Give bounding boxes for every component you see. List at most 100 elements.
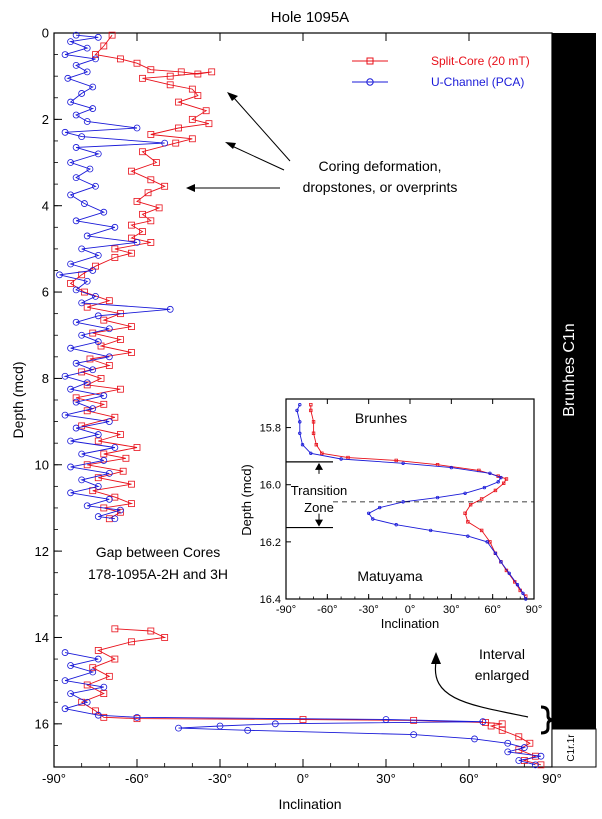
main-y-tick-label: 6 (42, 285, 49, 300)
main-point-split-core (128, 323, 135, 331)
main-point-u-channel (94, 150, 102, 158)
main-series-line-u-channel (59, 34, 541, 766)
inset-x-tick-label: 60° (484, 604, 501, 616)
inset-point-u-channel (521, 591, 525, 595)
main-point-split-core (175, 124, 182, 132)
main-point-u-channel (520, 744, 528, 751)
main-point-split-core (188, 115, 196, 123)
main-point-split-core (482, 719, 490, 726)
inset-plot-frame (285, 398, 535, 600)
chron-bar-c1r (551, 728, 597, 768)
main-point-u-channel (504, 748, 512, 756)
main-point-u-channel (61, 705, 69, 713)
inset-x-tick-label: 90° (526, 604, 543, 616)
inset-point-u-channel (339, 457, 343, 461)
inset-point-u-channel (496, 480, 500, 484)
main-point-u-channel (89, 105, 97, 112)
main-point-u-channel (100, 683, 108, 691)
inset-point-u-channel (295, 408, 299, 413)
main-point-u-channel (94, 513, 102, 520)
legend-marker-split (366, 57, 374, 65)
main-point-split-core (117, 431, 124, 438)
annotation-interval-2: enlarged (475, 667, 530, 683)
inset-point-u-channel (377, 505, 382, 510)
main-point-u-channel (89, 668, 97, 676)
inset-point-split-core (311, 420, 316, 424)
inset-point-u-channel (524, 597, 528, 601)
main-point-u-channel (72, 174, 80, 182)
main-point-split-core (122, 454, 130, 462)
main-point-split-core (89, 664, 97, 672)
inset-point-split-core (468, 503, 473, 507)
main-point-u-channel (532, 761, 539, 769)
main-point-u-channel (72, 286, 80, 294)
transition-arrow-down-head (315, 519, 323, 527)
main-point-split-core (147, 239, 155, 246)
main-point-u-channel (515, 757, 523, 764)
main-point-u-channel (83, 502, 91, 510)
deformation-annotation: Coring deformation, dropstones, or overp… (186, 92, 457, 195)
main-point-split-core (119, 467, 127, 475)
main-point-u-channel (216, 722, 224, 730)
inset-point-split-core (479, 497, 484, 501)
main-point-u-channel (83, 68, 91, 76)
main-point-u-channel (105, 418, 113, 425)
main-point-split-core (202, 107, 210, 115)
inset-y-tick-label: 15.8 (260, 423, 281, 435)
inset-point-u-channel (298, 431, 302, 435)
main-point-u-channel (133, 124, 141, 132)
main-point-u-channel (72, 217, 80, 225)
inset-point-split-core (493, 488, 498, 493)
main-point-split-core (166, 72, 174, 80)
main-point-split-core (177, 68, 185, 76)
annotation-gap-1: Gap between Cores (96, 544, 221, 560)
inset-point-u-channel (309, 451, 313, 455)
main-point-u-channel (78, 90, 86, 97)
main-point-u-channel (94, 431, 102, 438)
main-point-u-channel (72, 61, 80, 69)
main-point-u-channel (61, 649, 69, 656)
inset-point-u-channel (300, 443, 305, 447)
main-point-u-channel (89, 83, 97, 91)
main-point-split-core (139, 74, 146, 82)
main-point-u-channel (72, 31, 80, 39)
annotation-deformation-1: Coring deformation, (319, 158, 442, 174)
main-point-split-core (515, 733, 523, 741)
inset-point-split-core (463, 511, 467, 515)
inset-point-u-channel (488, 471, 492, 475)
main-point-split-core (83, 381, 91, 389)
main-point-u-channel (78, 133, 86, 141)
main-point-u-channel (61, 677, 69, 685)
main-point-u-channel (67, 159, 74, 166)
inset-series-group (295, 403, 528, 601)
main-x-tick-label: 60° (459, 771, 479, 786)
x-axis-label: Inclination (278, 796, 341, 812)
main-point-u-channel (94, 482, 102, 490)
main-point-split-core (108, 31, 116, 39)
main-point-split-core (105, 362, 113, 369)
annotation-interval-1: Interval (479, 646, 525, 662)
main-point-u-channel (72, 318, 80, 326)
inset-point-u-channel (366, 511, 371, 515)
main-point-u-channel (161, 139, 169, 147)
main-point-u-channel (94, 338, 102, 346)
main-point-split-core (128, 638, 135, 646)
main-point-u-channel (166, 305, 174, 313)
inset-axis-ticks: -90° -60° -30° 0° 30° 60° 90° 15.8 16.0 16.2 16.4 (260, 399, 543, 616)
main-point-u-channel (78, 450, 86, 458)
main-point-u-channel (67, 489, 74, 497)
main-point-u-channel (105, 353, 113, 361)
main-point-split-core (111, 625, 119, 633)
main-point-split-core (117, 385, 124, 393)
main-point-split-core (175, 98, 182, 106)
main-point-split-core (111, 413, 119, 421)
main-point-u-channel (100, 392, 108, 400)
main-point-u-channel (94, 711, 102, 719)
inset-label-brunhes: Brunhes (355, 410, 407, 426)
main-point-u-channel (111, 444, 119, 451)
main-point-u-channel (67, 344, 74, 352)
main-point-split-core (92, 51, 99, 58)
main-x-tick-label: 0° (297, 771, 309, 786)
main-point-u-channel (83, 118, 91, 125)
